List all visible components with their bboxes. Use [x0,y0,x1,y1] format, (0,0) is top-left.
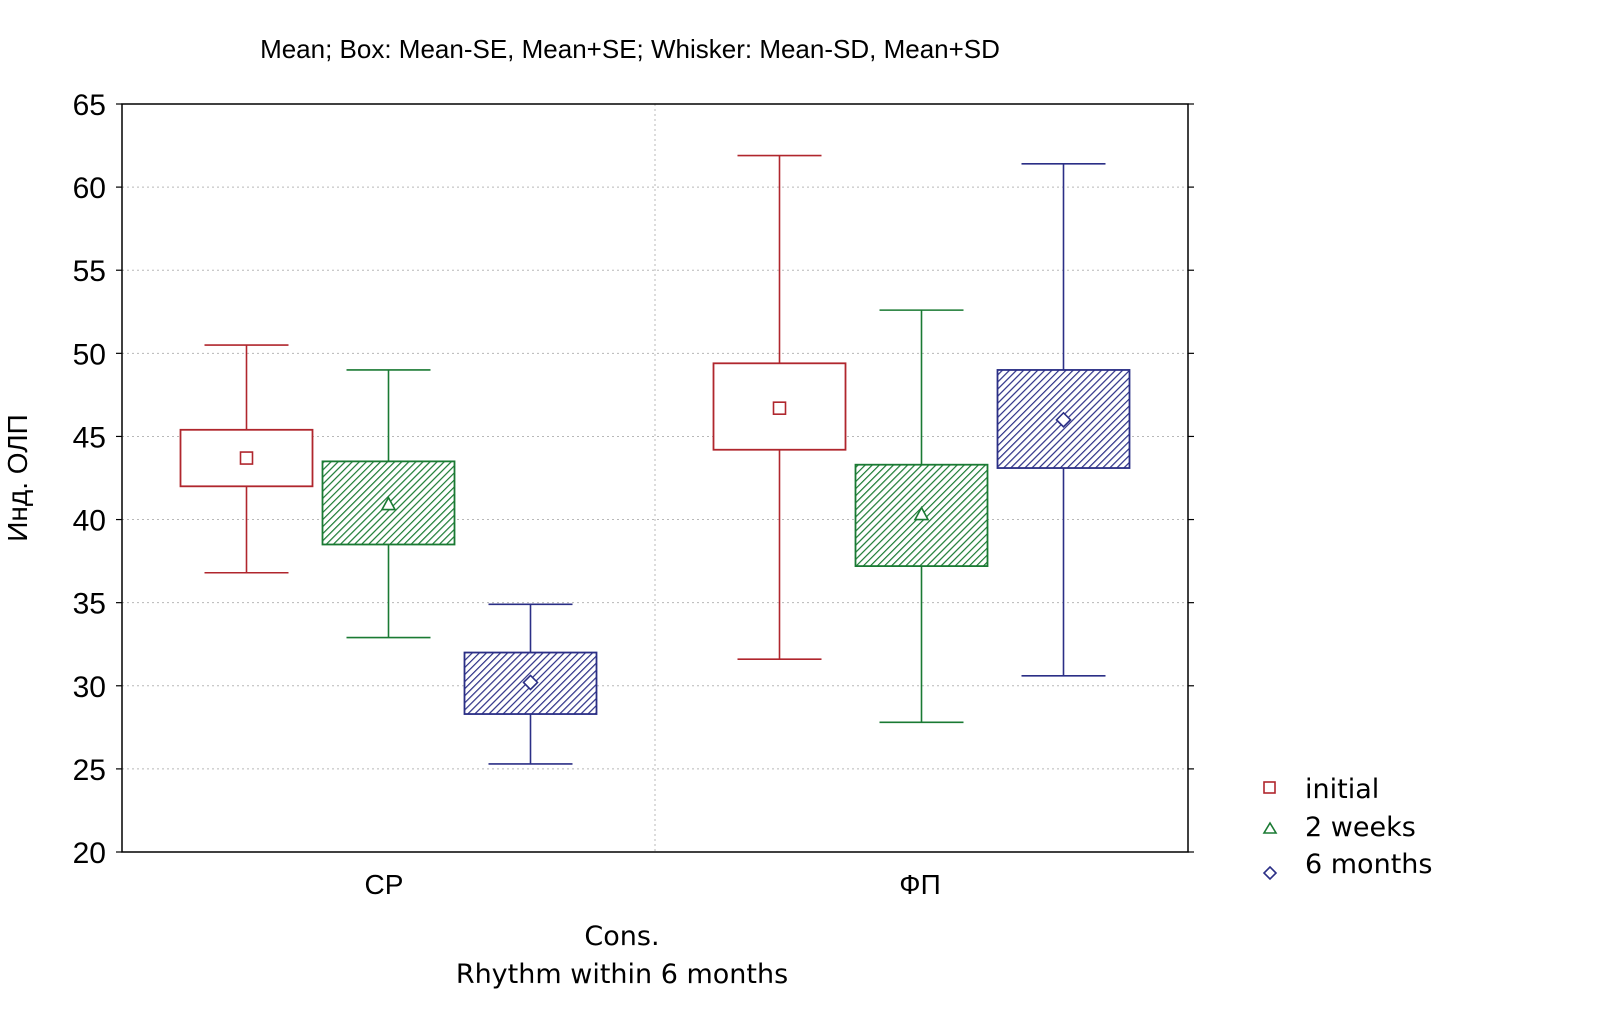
x-axis-label-line-2: Rhythm within 6 months [456,959,788,990]
box-6-months-0 [463,603,598,765]
y-tick-label: 55 [73,255,106,288]
box-6-months-1 [996,163,1131,677]
plot-frame [121,103,1189,853]
box-initial-1 [712,154,847,660]
y-tick-label: 20 [73,837,106,870]
legend-label-initial: initial [1305,774,1379,805]
plot-series [179,154,1131,765]
legend: initial 2 weeks 6 months [1262,774,1432,881]
y-axis: 20 25 30 35 40 45 50 55 60 65 [73,89,1194,870]
x-axis-label-line-1: Cons. [584,921,659,952]
legend-marker-2-weeks [1262,821,1278,834]
y-axis-label: Инд. ОЛП [2,414,33,541]
y-tick-label: 60 [73,172,106,205]
chart-title: Mean; Box: Mean-SE, Mean+SE; Whisker: Me… [260,34,1000,64]
mean-marker [913,505,930,521]
mean-marker [1055,411,1072,428]
box-2-weeks-1 [854,309,989,724]
y-tick-label: 35 [73,588,106,621]
y-tick-label: 50 [73,338,106,371]
x-category-label-1: ФП [899,869,940,900]
x-category-label-0: СР [365,869,404,900]
mean-marker [239,451,254,465]
legend-marker-6-months [1262,865,1278,881]
box-2-weeks-0 [321,369,456,639]
y-tick-label: 65 [73,89,106,122]
y-tick-label: 45 [73,421,106,454]
legend-marker-initial [1263,781,1276,794]
y-tick-label: 30 [73,671,106,704]
y-tick-label: 40 [73,505,106,538]
legend-label-6-months: 6 months [1305,849,1432,880]
y-tick-label: 25 [73,754,106,787]
mean-marker [772,401,787,415]
mean-marker [380,495,397,511]
legend-label-2-weeks: 2 weeks [1305,812,1416,843]
mean-marker [522,674,539,691]
box-initial-0 [179,344,314,574]
